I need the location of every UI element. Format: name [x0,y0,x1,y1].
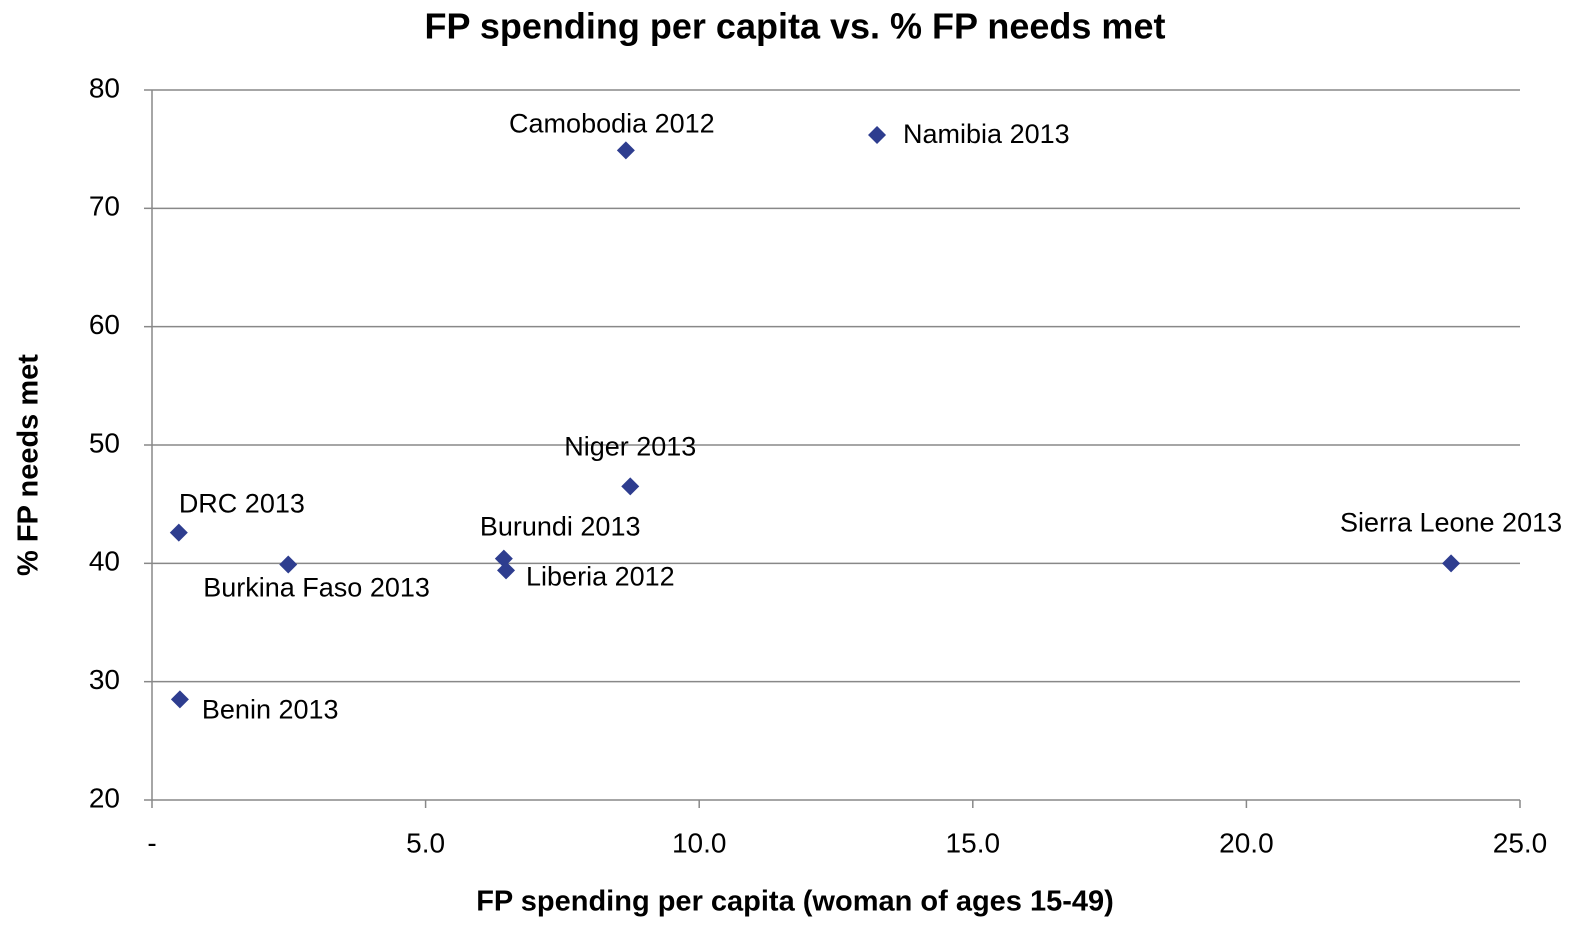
y-tick-label: 80 [89,72,120,103]
data-point [1442,554,1461,573]
data-point [494,549,513,568]
point-label: Benin 2013 [202,695,339,725]
x-tick-label: 20.0 [1219,827,1274,858]
data-point [868,125,887,144]
point-label: Burkina Faso 2013 [203,573,430,603]
data-point [169,523,188,542]
x-tick-label: - [147,827,156,858]
data-point [279,555,298,574]
y-tick-label: 20 [89,782,120,813]
point-label: DRC 2013 [179,489,305,519]
x-axis-title: FP spending per capita (woman of ages 15… [476,886,1114,918]
point-label: Namibia 2013 [903,119,1070,149]
y-tick-label: 60 [89,309,120,340]
data-point [616,141,635,160]
data-point [170,690,189,709]
point-label: Sierra Leone 2013 [1340,507,1562,537]
y-tick-label: 50 [89,427,120,458]
point-label: Camobodia 2012 [509,108,715,138]
data-point [621,477,640,496]
y-axis-title: % FP needs met [13,354,45,576]
point-label: Liberia 2012 [526,562,675,592]
x-tick-label: 15.0 [946,827,1001,858]
data-point [497,561,516,580]
chart-title: FP spending per capita vs. % FP needs me… [425,6,1166,47]
point-label: Niger 2013 [564,432,696,462]
x-tick-label: 5.0 [406,827,445,858]
x-tick-label: 10.0 [672,827,727,858]
point-label: Burundi 2013 [480,512,641,542]
y-tick-label: 40 [89,546,120,577]
y-tick-label: 70 [89,191,120,222]
y-tick-label: 30 [89,664,120,695]
x-tick-label: 25.0 [1493,827,1548,858]
